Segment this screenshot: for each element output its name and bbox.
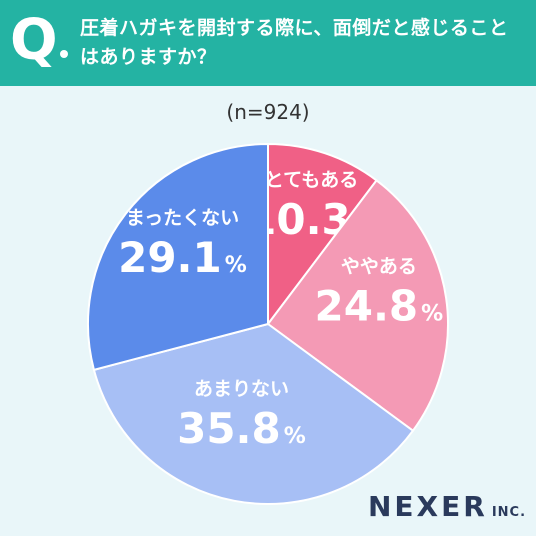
question-text: 圧着ハガキを開封する際に、面倒だと感じることはありますか？ <box>80 17 509 68</box>
brand-name: NEXER <box>368 490 488 523</box>
slice-value-3: 35.8% <box>177 404 306 453</box>
pie-slice-1 <box>267 142 378 327</box>
q-mark: Q <box>10 8 58 73</box>
slice-label-1: とてもある <box>265 169 358 191</box>
pie-slice-2 <box>266 178 449 433</box>
slice-label-4: まったくない <box>126 207 239 229</box>
slice-label-3: あまりない <box>194 378 289 400</box>
slice-label-2: ややある <box>341 255 417 277</box>
slice-value-4: 29.1% <box>118 233 247 282</box>
sample-size: (n=924) <box>226 100 310 124</box>
pie-slice-4 <box>87 142 269 372</box>
pie-slice-3 <box>92 322 415 505</box>
brand-suffix: INC. <box>491 505 527 520</box>
slice-value-2: 24.8% <box>315 281 444 330</box>
brand-logo: NEXER INC. <box>368 490 526 524</box>
q-dot-icon <box>60 50 68 58</box>
question-header: Q 圧着ハガキを開封する際に、面倒だと感じることはありますか？ <box>0 0 536 86</box>
